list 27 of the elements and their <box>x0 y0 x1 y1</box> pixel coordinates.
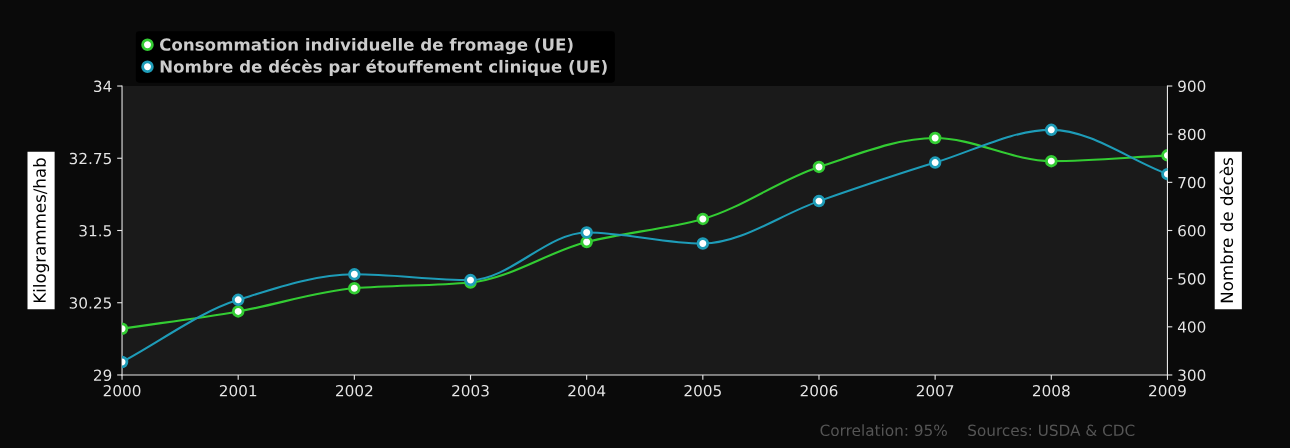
y2-tick-label: 900 <box>1178 80 1206 93</box>
legend-label: Nombre de décès par étouffement clinique (UE) <box>160 59 607 77</box>
y2-tick-label: 500 <box>1178 273 1206 285</box>
y-axis-title: Kilogrammes/hab <box>33 158 50 303</box>
text: Correlation: 95% Sources: USDA & CDC <box>820 424 1135 437</box>
x-tick-label: 2003 <box>452 384 489 397</box>
y2-tick-label: 700 <box>1178 176 1206 189</box>
y2-axis-title: Nombre de décès <box>1219 158 1234 303</box>
y2-tick-label: 400 <box>1177 321 1206 333</box>
y-tick-label: 30.25 <box>69 297 111 309</box>
x-tick-label: 2008 <box>1032 384 1070 397</box>
legend-label: Consommation individuelle de fromage (UE) <box>159 37 573 55</box>
x-tick-label: 2004 <box>568 384 606 397</box>
y-tick-label: 34 <box>94 80 112 93</box>
y-tick-label: 31.5 <box>79 224 111 237</box>
x-tick-label: 2009 <box>1149 384 1186 397</box>
y-tick-label: 29 <box>93 369 112 381</box>
x-tick-label: 2000 <box>103 384 141 397</box>
y2-tick-label: 800 <box>1178 128 1206 141</box>
x-tick-label: 2002 <box>336 384 373 397</box>
x-tick-label: 2001 <box>219 384 257 397</box>
y2-tick-label: 300 <box>1178 369 1206 381</box>
x-tick-label: 2007 <box>916 384 954 397</box>
y-tick-label: 32.75 <box>69 152 111 165</box>
x-tick-label: 2006 <box>800 384 838 397</box>
x-tick-label: 2005 <box>684 384 721 397</box>
y2-tick-label: 600 <box>1178 224 1206 237</box>
